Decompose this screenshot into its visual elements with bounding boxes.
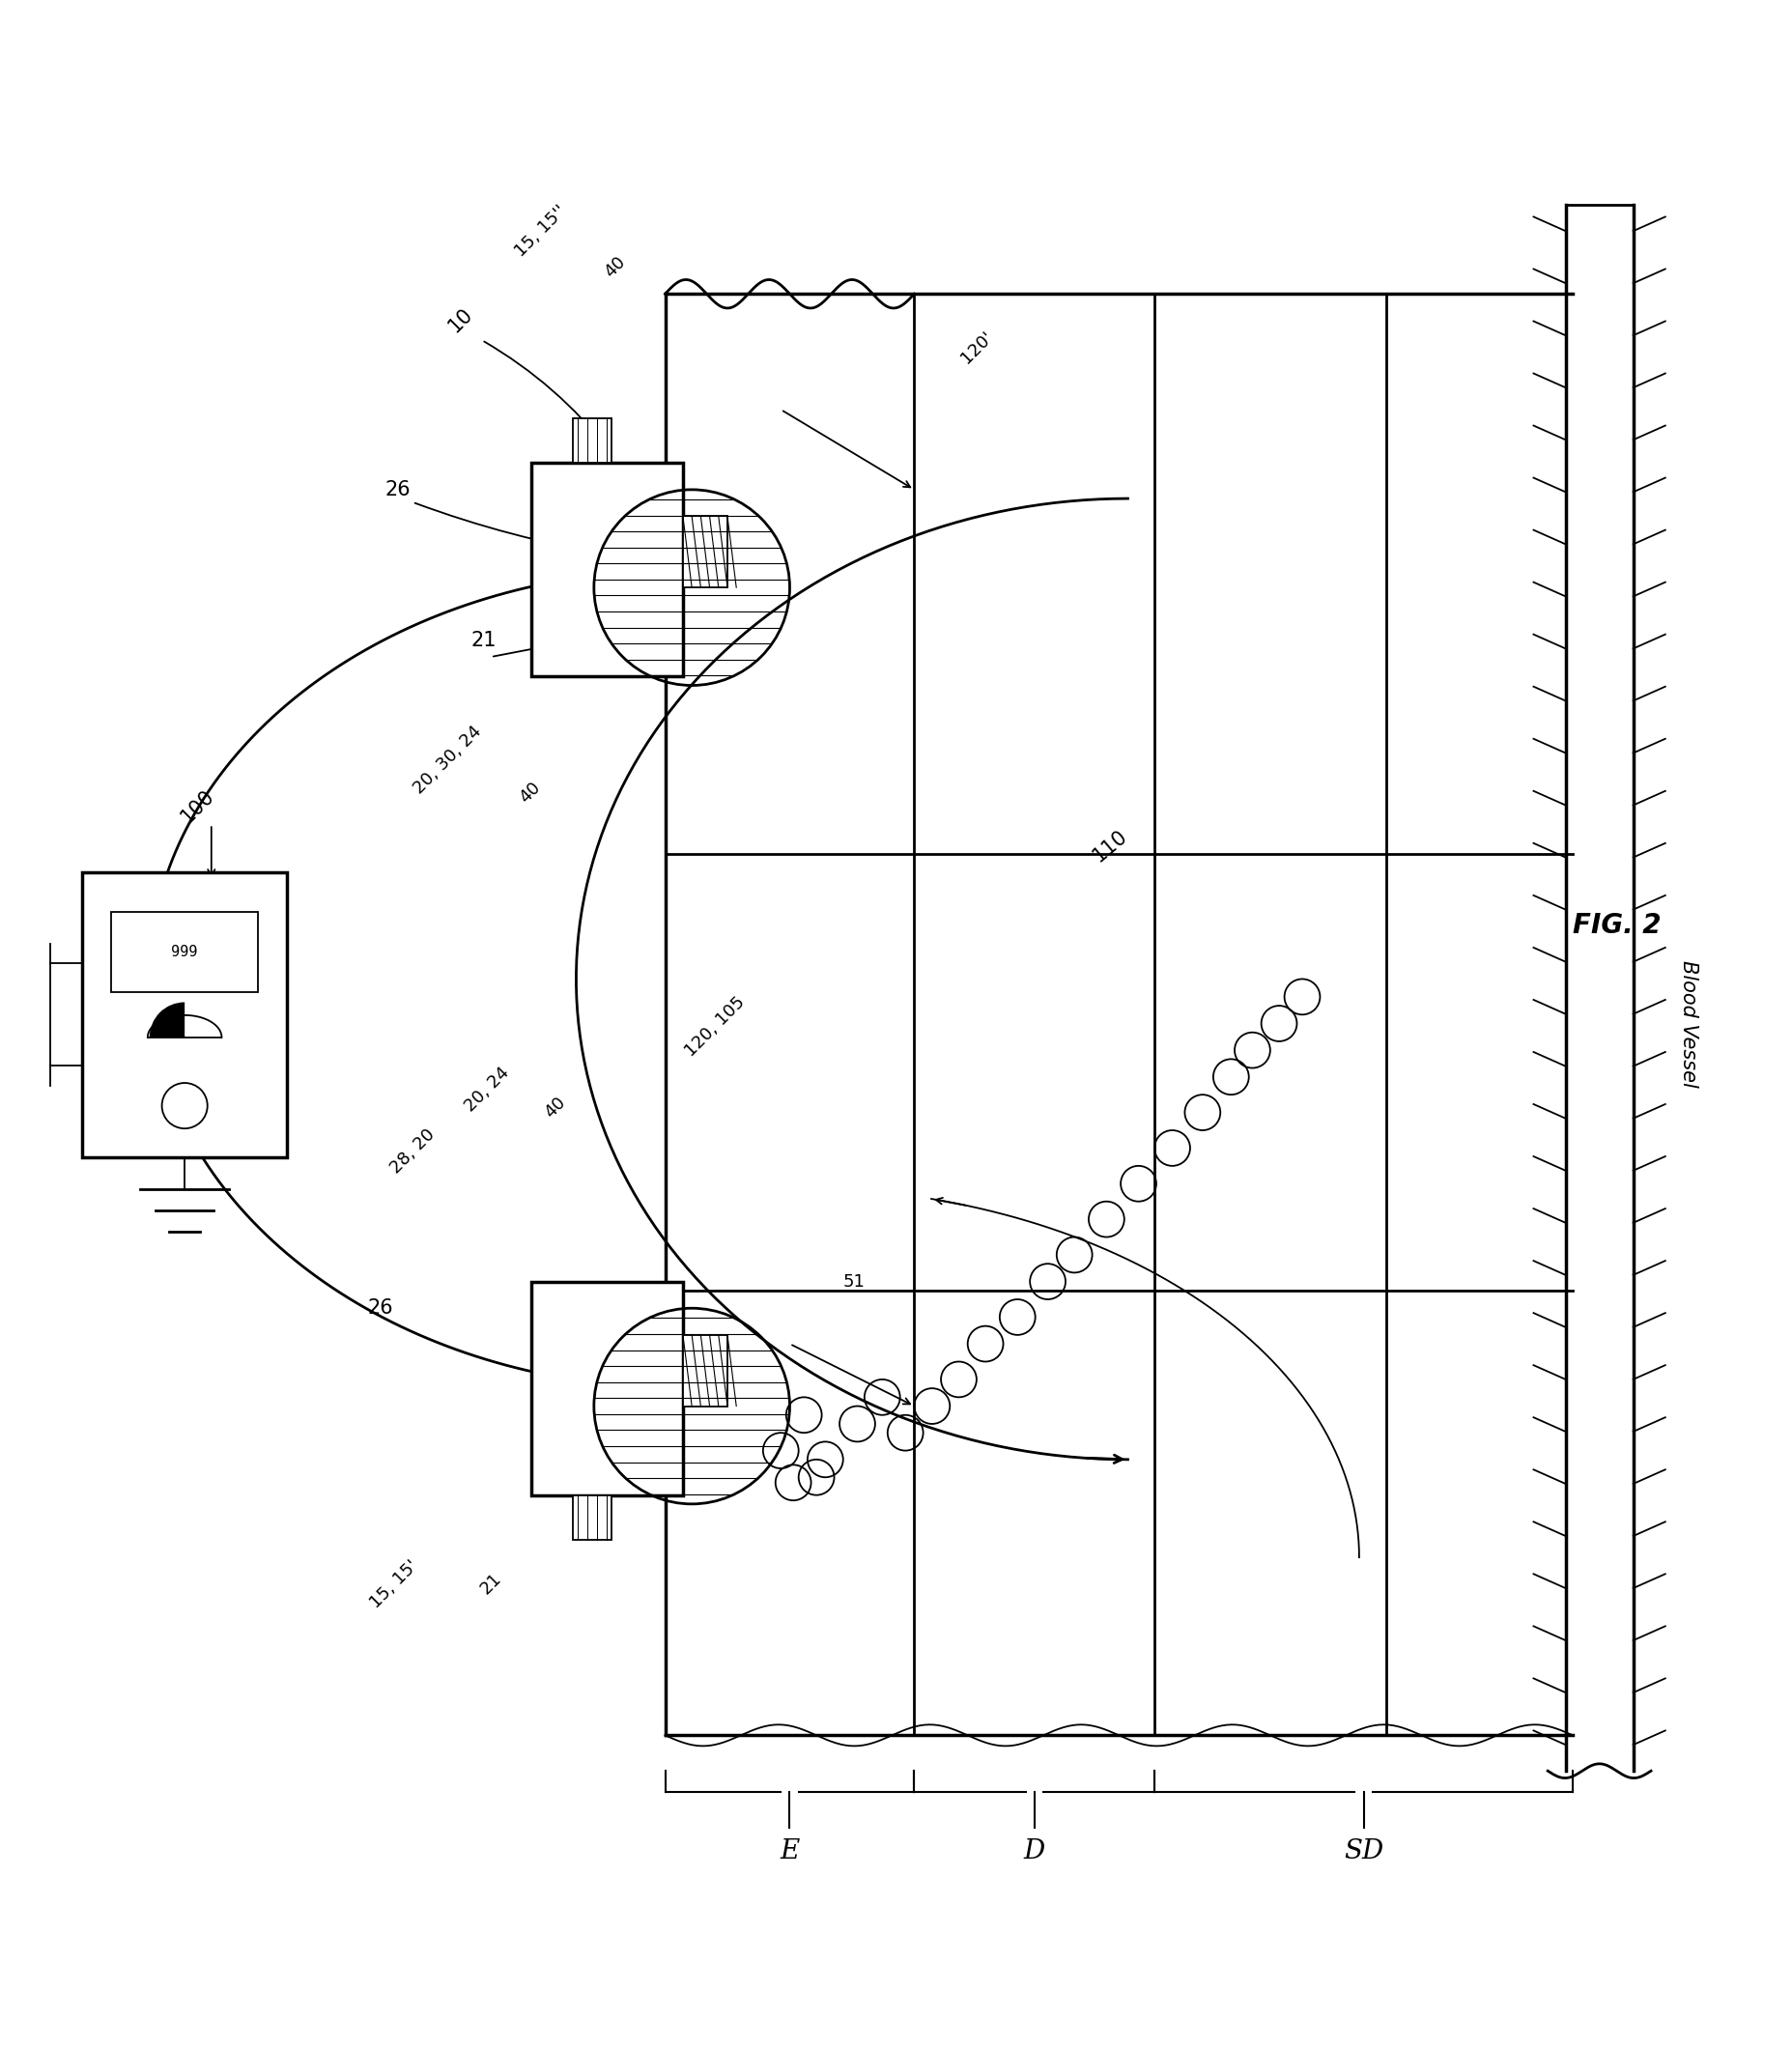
- Bar: [532, 1281, 683, 1494]
- Bar: [111, 913, 258, 993]
- Text: 21: 21: [477, 1570, 504, 1599]
- Text: D: D: [1023, 1838, 1045, 1865]
- Text: 20, 30, 24: 20, 30, 24: [410, 723, 486, 798]
- Text: 26: 26: [367, 1298, 392, 1318]
- Text: E: E: [780, 1838, 799, 1865]
- Text: 15, 15'': 15, 15'': [511, 203, 570, 260]
- Text: 40: 40: [516, 778, 543, 807]
- Text: 20, 24: 20, 24: [461, 1064, 513, 1116]
- Text: 10: 10: [444, 305, 477, 336]
- Text: Blood Vessel: Blood Vessel: [1677, 960, 1697, 1087]
- Wedge shape: [149, 1003, 185, 1038]
- Bar: [683, 516, 728, 587]
- Bar: [683, 1335, 728, 1406]
- Text: 110: 110: [1088, 825, 1131, 866]
- Text: 999: 999: [172, 946, 197, 960]
- Text: 5: 5: [108, 915, 120, 935]
- Text: 120, 105: 120, 105: [681, 993, 747, 1060]
- Text: 40: 40: [600, 254, 629, 280]
- Text: SD: SD: [1342, 1838, 1383, 1865]
- Text: 28, 20: 28, 20: [387, 1126, 437, 1177]
- Bar: [572, 1494, 611, 1539]
- Text: 40: 40: [541, 1093, 568, 1122]
- Text: 120': 120': [957, 328, 996, 366]
- Text: 26: 26: [385, 479, 410, 499]
- Text: 21: 21: [471, 630, 496, 651]
- Text: FIG. 2: FIG. 2: [1572, 913, 1661, 940]
- Text: 15, 15': 15, 15': [367, 1556, 421, 1611]
- Bar: [532, 463, 683, 676]
- Bar: [572, 418, 611, 463]
- Text: 100: 100: [177, 786, 217, 827]
- Bar: [82, 872, 287, 1157]
- Text: 51: 51: [842, 1273, 864, 1290]
